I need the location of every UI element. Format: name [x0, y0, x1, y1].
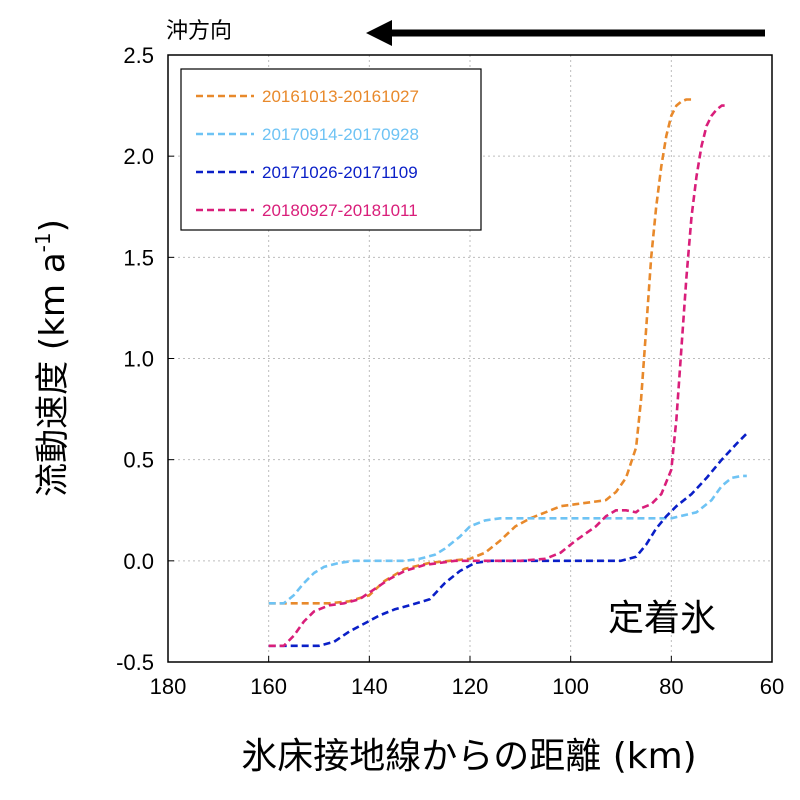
- x-tick-label: 180: [150, 674, 187, 699]
- series-line-3: [268, 432, 748, 648]
- series-group: [268, 98, 748, 648]
- x-tick-label: 60: [760, 674, 784, 699]
- x-tick-label: 140: [351, 674, 388, 699]
- legend-label: 20171026-20171109: [262, 163, 418, 182]
- series-line-4: [268, 104, 727, 648]
- x-tick-label: 120: [452, 674, 489, 699]
- y-axis-title-main: 流動速度 (km a: [33, 252, 73, 497]
- legend-label: 20161013-20161027: [262, 87, 419, 106]
- legend-label: 20170914-20170928: [262, 125, 419, 144]
- direction-label: 沖方向: [166, 19, 232, 44]
- x-tick-label: 100: [552, 674, 589, 699]
- y-tick-label: 2.5: [123, 43, 154, 68]
- series-line-1: [268, 98, 692, 605]
- legend-label: 20180927-20181011: [262, 201, 418, 220]
- y-tick-label: 1.0: [123, 347, 154, 372]
- series-line-2: [268, 474, 747, 605]
- x-tick-label: 160: [250, 674, 287, 699]
- y-axis-title-close: ): [33, 219, 73, 232]
- legend: 20161013-20161027 20170914-20170928 201710…: [180, 68, 482, 231]
- x-tick-label: 80: [659, 674, 683, 699]
- y-axis-title-sup: -1: [31, 232, 55, 252]
- direction-arrow-head: [366, 20, 392, 46]
- y-tick-label: 0.0: [123, 549, 154, 574]
- x-axis-title: 氷床接地線からの距離 (km): [241, 736, 696, 777]
- y-tick-label: 1.5: [123, 245, 154, 270]
- y-tick-label: 0.5: [123, 448, 154, 473]
- y-axis-title: 流動速度 (km a-1): [31, 219, 73, 497]
- y-tick-label: 2.0: [123, 144, 154, 169]
- fast-ice-annotation: 定着氷: [608, 598, 716, 639]
- tick-labels: 180 160 140 120 100 80 60 -0.5 0.0 0.5 1.0 1.5 2.0 2.…: [116, 43, 784, 699]
- y-tick-label: -0.5: [116, 650, 154, 675]
